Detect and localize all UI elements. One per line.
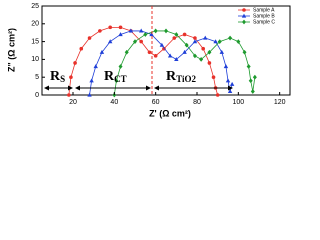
annotation: RTiO2 bbox=[166, 69, 196, 84]
y-tick-label: 5 bbox=[35, 74, 39, 81]
marker bbox=[192, 53, 197, 59]
marker bbox=[248, 78, 253, 84]
marker bbox=[174, 57, 179, 61]
marker bbox=[219, 49, 224, 54]
marker bbox=[139, 28, 144, 33]
annotation: RS bbox=[50, 69, 65, 84]
marker bbox=[118, 64, 123, 69]
marker bbox=[124, 49, 129, 55]
marker bbox=[67, 93, 71, 97]
marker bbox=[207, 49, 212, 55]
y-tick-label: 15 bbox=[31, 38, 39, 45]
marker bbox=[118, 32, 123, 37]
plot-area bbox=[67, 25, 257, 98]
marker bbox=[93, 64, 98, 69]
marker bbox=[153, 54, 158, 58]
marker bbox=[98, 29, 102, 33]
marker bbox=[87, 92, 92, 97]
annotation: RCT bbox=[104, 69, 127, 84]
marker bbox=[114, 78, 119, 84]
marker bbox=[223, 64, 229, 69]
marker bbox=[211, 75, 216, 79]
marker bbox=[139, 39, 143, 44]
marker bbox=[143, 32, 148, 37]
marker bbox=[225, 78, 231, 83]
marker bbox=[69, 75, 73, 79]
marker bbox=[246, 64, 251, 69]
chart: RS RCT RTiO2 Z' (Ω cm²) Z" (Ω cm²) 0 5 10 1… bbox=[6, 3, 291, 118]
marker bbox=[128, 28, 134, 33]
marker bbox=[192, 39, 198, 44]
y-tick-label: 25 bbox=[31, 3, 39, 10]
marker bbox=[193, 36, 197, 40]
marker bbox=[217, 39, 222, 44]
marker bbox=[79, 46, 84, 51]
marker bbox=[149, 32, 154, 37]
marker bbox=[87, 36, 92, 40]
marker bbox=[201, 46, 205, 51]
legend-marker bbox=[242, 8, 246, 12]
marker bbox=[73, 61, 77, 65]
marker bbox=[167, 53, 173, 58]
x-tick-label: 80 bbox=[193, 99, 201, 106]
x-tick-label: 60 bbox=[152, 99, 160, 106]
marker bbox=[89, 78, 94, 83]
y-tick-label: 10 bbox=[31, 56, 39, 63]
marker bbox=[229, 81, 235, 86]
x-tick-label: 20 bbox=[69, 99, 77, 106]
marker bbox=[159, 42, 165, 47]
legend-marker bbox=[242, 19, 246, 25]
marker bbox=[108, 39, 113, 44]
marker bbox=[242, 49, 247, 55]
y-axis-label: Z" (Ω cm²) bbox=[6, 28, 16, 72]
marker bbox=[227, 89, 233, 94]
legend-label: Sample A bbox=[253, 7, 275, 13]
marker bbox=[118, 25, 123, 30]
x-tick-label: 40 bbox=[110, 99, 118, 106]
marker bbox=[213, 39, 218, 44]
y-tick-label: 0 bbox=[35, 92, 39, 99]
legend-label: Sample C bbox=[253, 19, 275, 25]
marker bbox=[182, 49, 187, 54]
marker bbox=[153, 28, 158, 34]
marker bbox=[172, 36, 177, 40]
x-tick-label: 120 bbox=[274, 99, 286, 106]
marker bbox=[236, 39, 241, 44]
legend-label: Sample B bbox=[253, 13, 275, 19]
marker bbox=[199, 57, 204, 62]
marker bbox=[182, 32, 187, 37]
marker bbox=[215, 93, 220, 97]
marker bbox=[203, 35, 208, 40]
x-axis-label: Z' (Ω cm²) bbox=[149, 108, 191, 118]
marker bbox=[99, 49, 105, 54]
x-tick-label: 100 bbox=[232, 99, 244, 106]
marker bbox=[207, 61, 212, 65]
plot-frame bbox=[41, 5, 291, 96]
legend-marker bbox=[241, 13, 247, 18]
marker bbox=[252, 74, 257, 80]
marker bbox=[250, 89, 255, 94]
y-tick-label: 20 bbox=[31, 21, 39, 28]
marker bbox=[228, 35, 233, 41]
marker bbox=[174, 32, 179, 37]
marker bbox=[164, 28, 168, 34]
marker bbox=[147, 50, 152, 55]
marker bbox=[133, 39, 137, 44]
marker bbox=[108, 25, 112, 30]
marker bbox=[184, 42, 189, 48]
